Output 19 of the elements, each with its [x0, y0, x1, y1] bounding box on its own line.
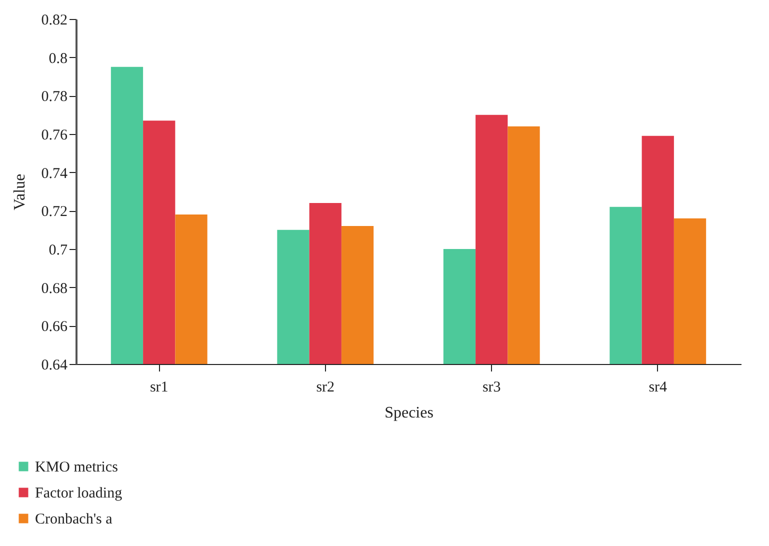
y-tick-label: 0.76	[41, 128, 68, 144]
x-tick-label: sr3	[482, 380, 501, 396]
x-axis-title: Species	[384, 404, 434, 422]
y-tick-label: 0.68	[41, 280, 68, 297]
legend-label: Cronbach's a	[35, 512, 113, 528]
x-tick-label: sr2	[316, 380, 335, 396]
x-tick-label: sr4	[648, 380, 668, 396]
legend-label: KMO metrics	[35, 460, 118, 476]
y-axis-title: Value	[11, 174, 28, 210]
y-tick-label: 0.7	[48, 242, 68, 258]
y-tick-label: 0.78	[41, 89, 68, 106]
x-tick-label: sr1	[150, 380, 168, 396]
y-tick-label: 0.66	[41, 319, 68, 336]
y-tick-label: 0.64	[41, 358, 68, 374]
y-tick-label: 0.8	[48, 50, 68, 67]
y-tick-label: 0.72	[41, 204, 68, 220]
y-tick-label: 0.82	[41, 12, 68, 28]
y-tick-label: 0.74	[41, 166, 68, 182]
legend-label: Factor loading	[35, 486, 123, 502]
